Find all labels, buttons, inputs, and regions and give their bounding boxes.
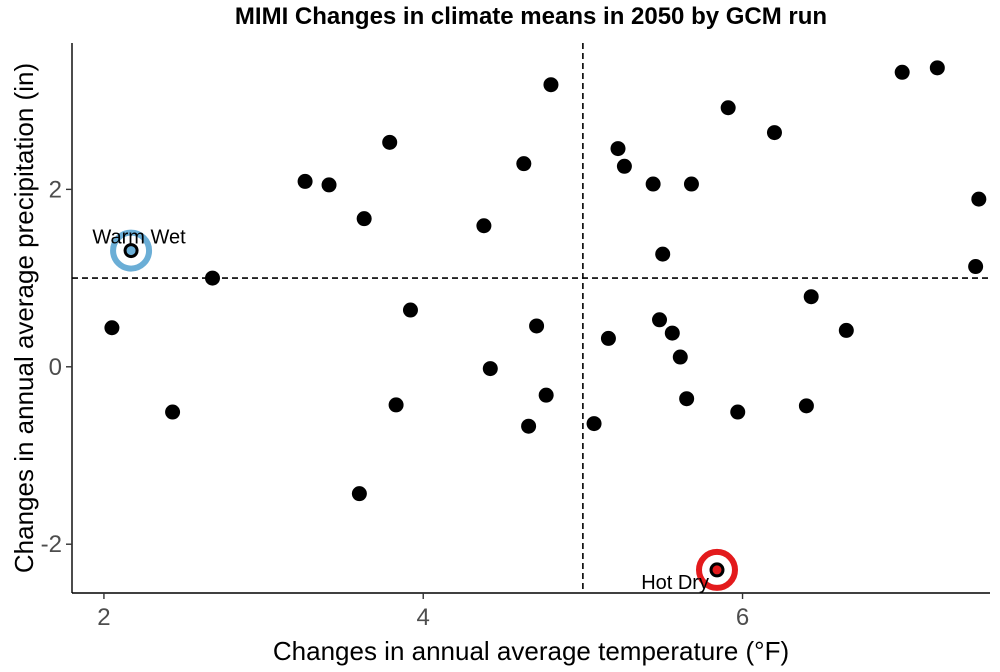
- data-point: [616, 158, 632, 174]
- data-point: [529, 318, 545, 334]
- data-point: [538, 387, 554, 403]
- data-point: [652, 312, 668, 328]
- data-point: [165, 404, 181, 420]
- data-point: [894, 64, 910, 80]
- data-point: [679, 391, 695, 407]
- data-point: [798, 398, 814, 414]
- data-point: [586, 416, 602, 432]
- y-tick-label: 0: [49, 354, 62, 381]
- ticks: 2 4 6 -2 0 2: [41, 176, 750, 631]
- data-point: [388, 397, 404, 413]
- data-point: [521, 418, 537, 434]
- data-point: [803, 289, 819, 305]
- data-point: [655, 246, 671, 262]
- highlight-center-point: [710, 563, 724, 577]
- data-point: [482, 361, 498, 377]
- data-point: [838, 322, 854, 338]
- highlight-center-point: [124, 244, 138, 258]
- data-point: [968, 259, 984, 275]
- y-tick-label: -2: [41, 531, 62, 558]
- y-tick-label: 2: [49, 176, 62, 203]
- x-axis-title: Changes in annual average temperature (°…: [273, 636, 789, 666]
- data-point: [351, 486, 367, 502]
- x-tick-label: 6: [736, 604, 749, 631]
- data-point: [204, 270, 220, 286]
- axes: [71, 43, 990, 594]
- data-point: [971, 191, 987, 207]
- highlight-label: Warm Wet: [92, 227, 186, 249]
- data-point: [766, 125, 782, 141]
- reference-lines: [72, 43, 990, 593]
- data-points: [104, 60, 987, 578]
- data-point: [543, 77, 559, 93]
- chart-title: MIMI Changes in climate means in 2050 by…: [235, 3, 827, 30]
- data-point: [672, 349, 688, 365]
- data-point: [297, 173, 313, 189]
- data-point: [104, 320, 120, 336]
- data-point: [600, 330, 616, 346]
- data-point: [321, 177, 337, 193]
- data-point: [645, 176, 661, 192]
- data-point: [516, 156, 532, 172]
- data-point: [610, 141, 626, 157]
- data-point: [929, 60, 945, 76]
- y-axis-title: Changes in annual average precipitation …: [9, 63, 39, 573]
- x-tick-label: 4: [417, 604, 430, 631]
- highlight-label: Hot Dry: [641, 572, 709, 594]
- data-point: [382, 134, 398, 150]
- data-point: [402, 302, 418, 318]
- data-point: [730, 404, 746, 420]
- highlight-ring: [695, 548, 738, 591]
- highlight-markers: Warm Wet Hot Dry: [92, 227, 738, 594]
- data-point: [720, 100, 736, 116]
- highlight-ring: [110, 229, 153, 272]
- data-point: [664, 325, 680, 341]
- data-point: [356, 211, 372, 227]
- x-tick-label: 2: [97, 604, 110, 631]
- data-point: [683, 176, 699, 192]
- data-point: [476, 218, 492, 234]
